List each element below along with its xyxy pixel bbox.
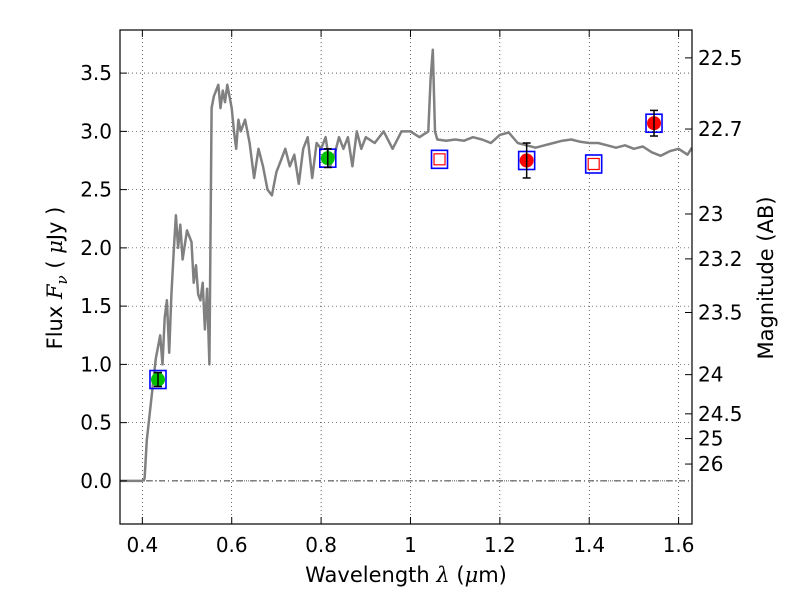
x-tick-label: 1.6 [663,533,695,557]
y-tick-label: 3.5 [80,61,112,85]
grid-lines [120,30,692,524]
y-right-tick-label: 22.5 [698,46,743,70]
photometry-marker-open [587,157,600,171]
y-right-tick-label: 26 [698,452,723,476]
model-box [430,149,449,170]
photometry-point [149,369,167,390]
y-axis-label-left: Flux Fν ( μJy ) [43,207,71,350]
y-tick-label: 0.5 [80,411,112,435]
model-box [584,154,603,174]
photometry-point [584,154,603,174]
y-right-tick-label: 24 [698,363,723,387]
y-right-tick-label: 23.2 [698,247,743,271]
photometry-marker-open [433,153,446,166]
model-box [149,369,167,390]
photometry-point [517,142,536,179]
plot-area [120,48,692,483]
y-right-tick-label: 23 [698,202,723,226]
x-tick-label: 0.8 [305,533,337,557]
y-tick-label: 1.0 [80,352,112,376]
x-tick-label: 1.4 [573,533,605,557]
x-tick-label: 1.2 [484,533,516,557]
y-right-tick-label: 25 [698,427,723,451]
x-axis: 0.4 0.6 0.8 1 1.2 1.4 1.6 [126,30,695,557]
x-tick-label: 1 [404,533,417,557]
y-right-tick-label: 23.5 [698,300,743,324]
y-tick-label: 0.0 [80,469,112,493]
y-tick-label: 1.5 [80,294,112,318]
y-tick-label: 2.5 [80,178,112,202]
x-tick-label: 0.6 [216,533,248,557]
photometry-point [430,149,449,170]
y-tick-label: 2.0 [80,236,112,260]
y-axis-label-right: Magnitude (AB) [754,196,778,359]
y-axis-left: 0.0 0.5 1.0 1.5 2.0 2.5 3.0 3.5 [80,61,127,493]
y-tick-label: 3.0 [80,119,112,143]
x-tick-label: 0.4 [126,533,158,557]
y-right-tick-label: 22.7 [698,117,743,141]
axes-frame [119,29,693,525]
photometry-point [318,148,337,169]
photometry-point [645,109,663,137]
spectrum-line [120,48,692,483]
y-right-tick-label: 24.5 [698,402,743,426]
x-axis-label: Wavelength λ (μm) [305,563,507,587]
